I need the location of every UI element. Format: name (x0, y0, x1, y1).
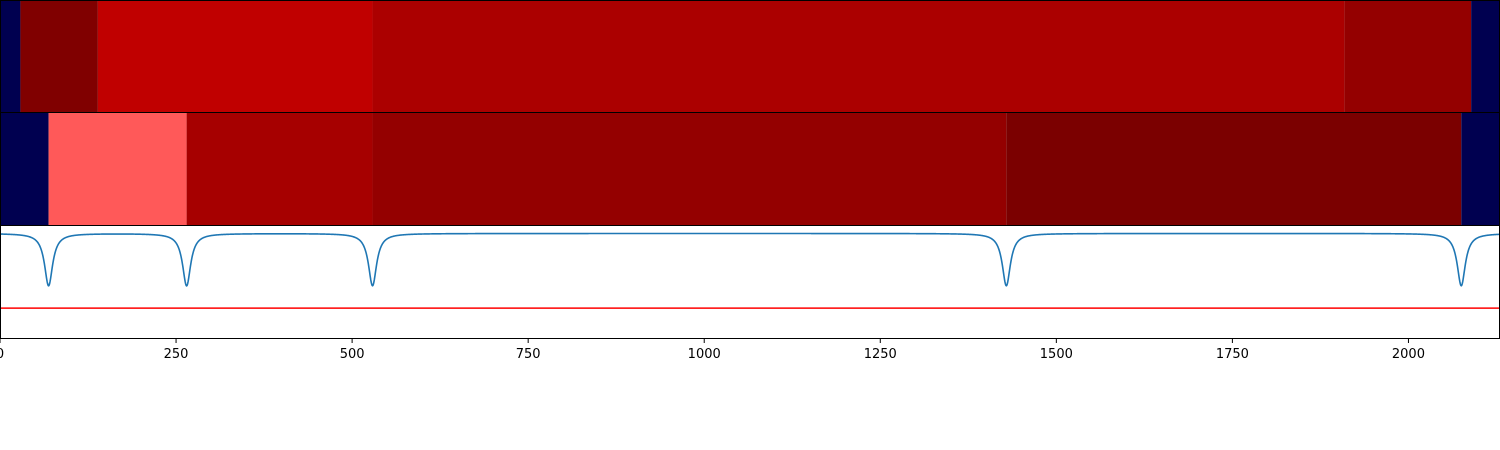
heat1-segment-2 (97, 1, 373, 112)
x-tick-label-1250: 1250 (864, 347, 897, 362)
heat1-segment-4 (1344, 1, 1472, 112)
heatmap-strip-middle (0, 113, 1500, 225)
x-tick-label-250: 250 (164, 347, 189, 362)
x-tick-label-0: 0 (0, 347, 4, 362)
x-axis: 0 250 500 750 1000 1250 1500 1750 2000 (0, 338, 1425, 362)
heatmap-strip-top (0, 1, 1500, 112)
x-tick-label-1750: 1750 (1216, 347, 1249, 362)
x-tick-label-1500: 1500 (1040, 347, 1073, 362)
axes-frame-2 (0, 225, 1500, 339)
x-tick-label-750: 750 (516, 347, 541, 362)
heat1-segment-3 (372, 1, 1345, 112)
line-plot-panel (0, 232, 1500, 309)
heat2-segment-0 (0, 113, 49, 225)
heat1-segment-1 (20, 1, 98, 112)
x-tick-label-2000: 2000 (1392, 347, 1425, 362)
heat1-segment-5 (1471, 1, 1500, 112)
series-blue-line (0, 232, 1500, 287)
x-tick-label-1000: 1000 (688, 347, 721, 362)
heat2-segment-2 (186, 113, 373, 225)
heat1-segment-0 (0, 1, 21, 112)
heat2-segment-1 (48, 113, 187, 225)
heat2-segment-5 (1461, 113, 1500, 225)
x-tick-label-500: 500 (340, 347, 365, 362)
heat2-segment-4 (1006, 113, 1462, 225)
heat2-segment-3 (372, 113, 1007, 225)
